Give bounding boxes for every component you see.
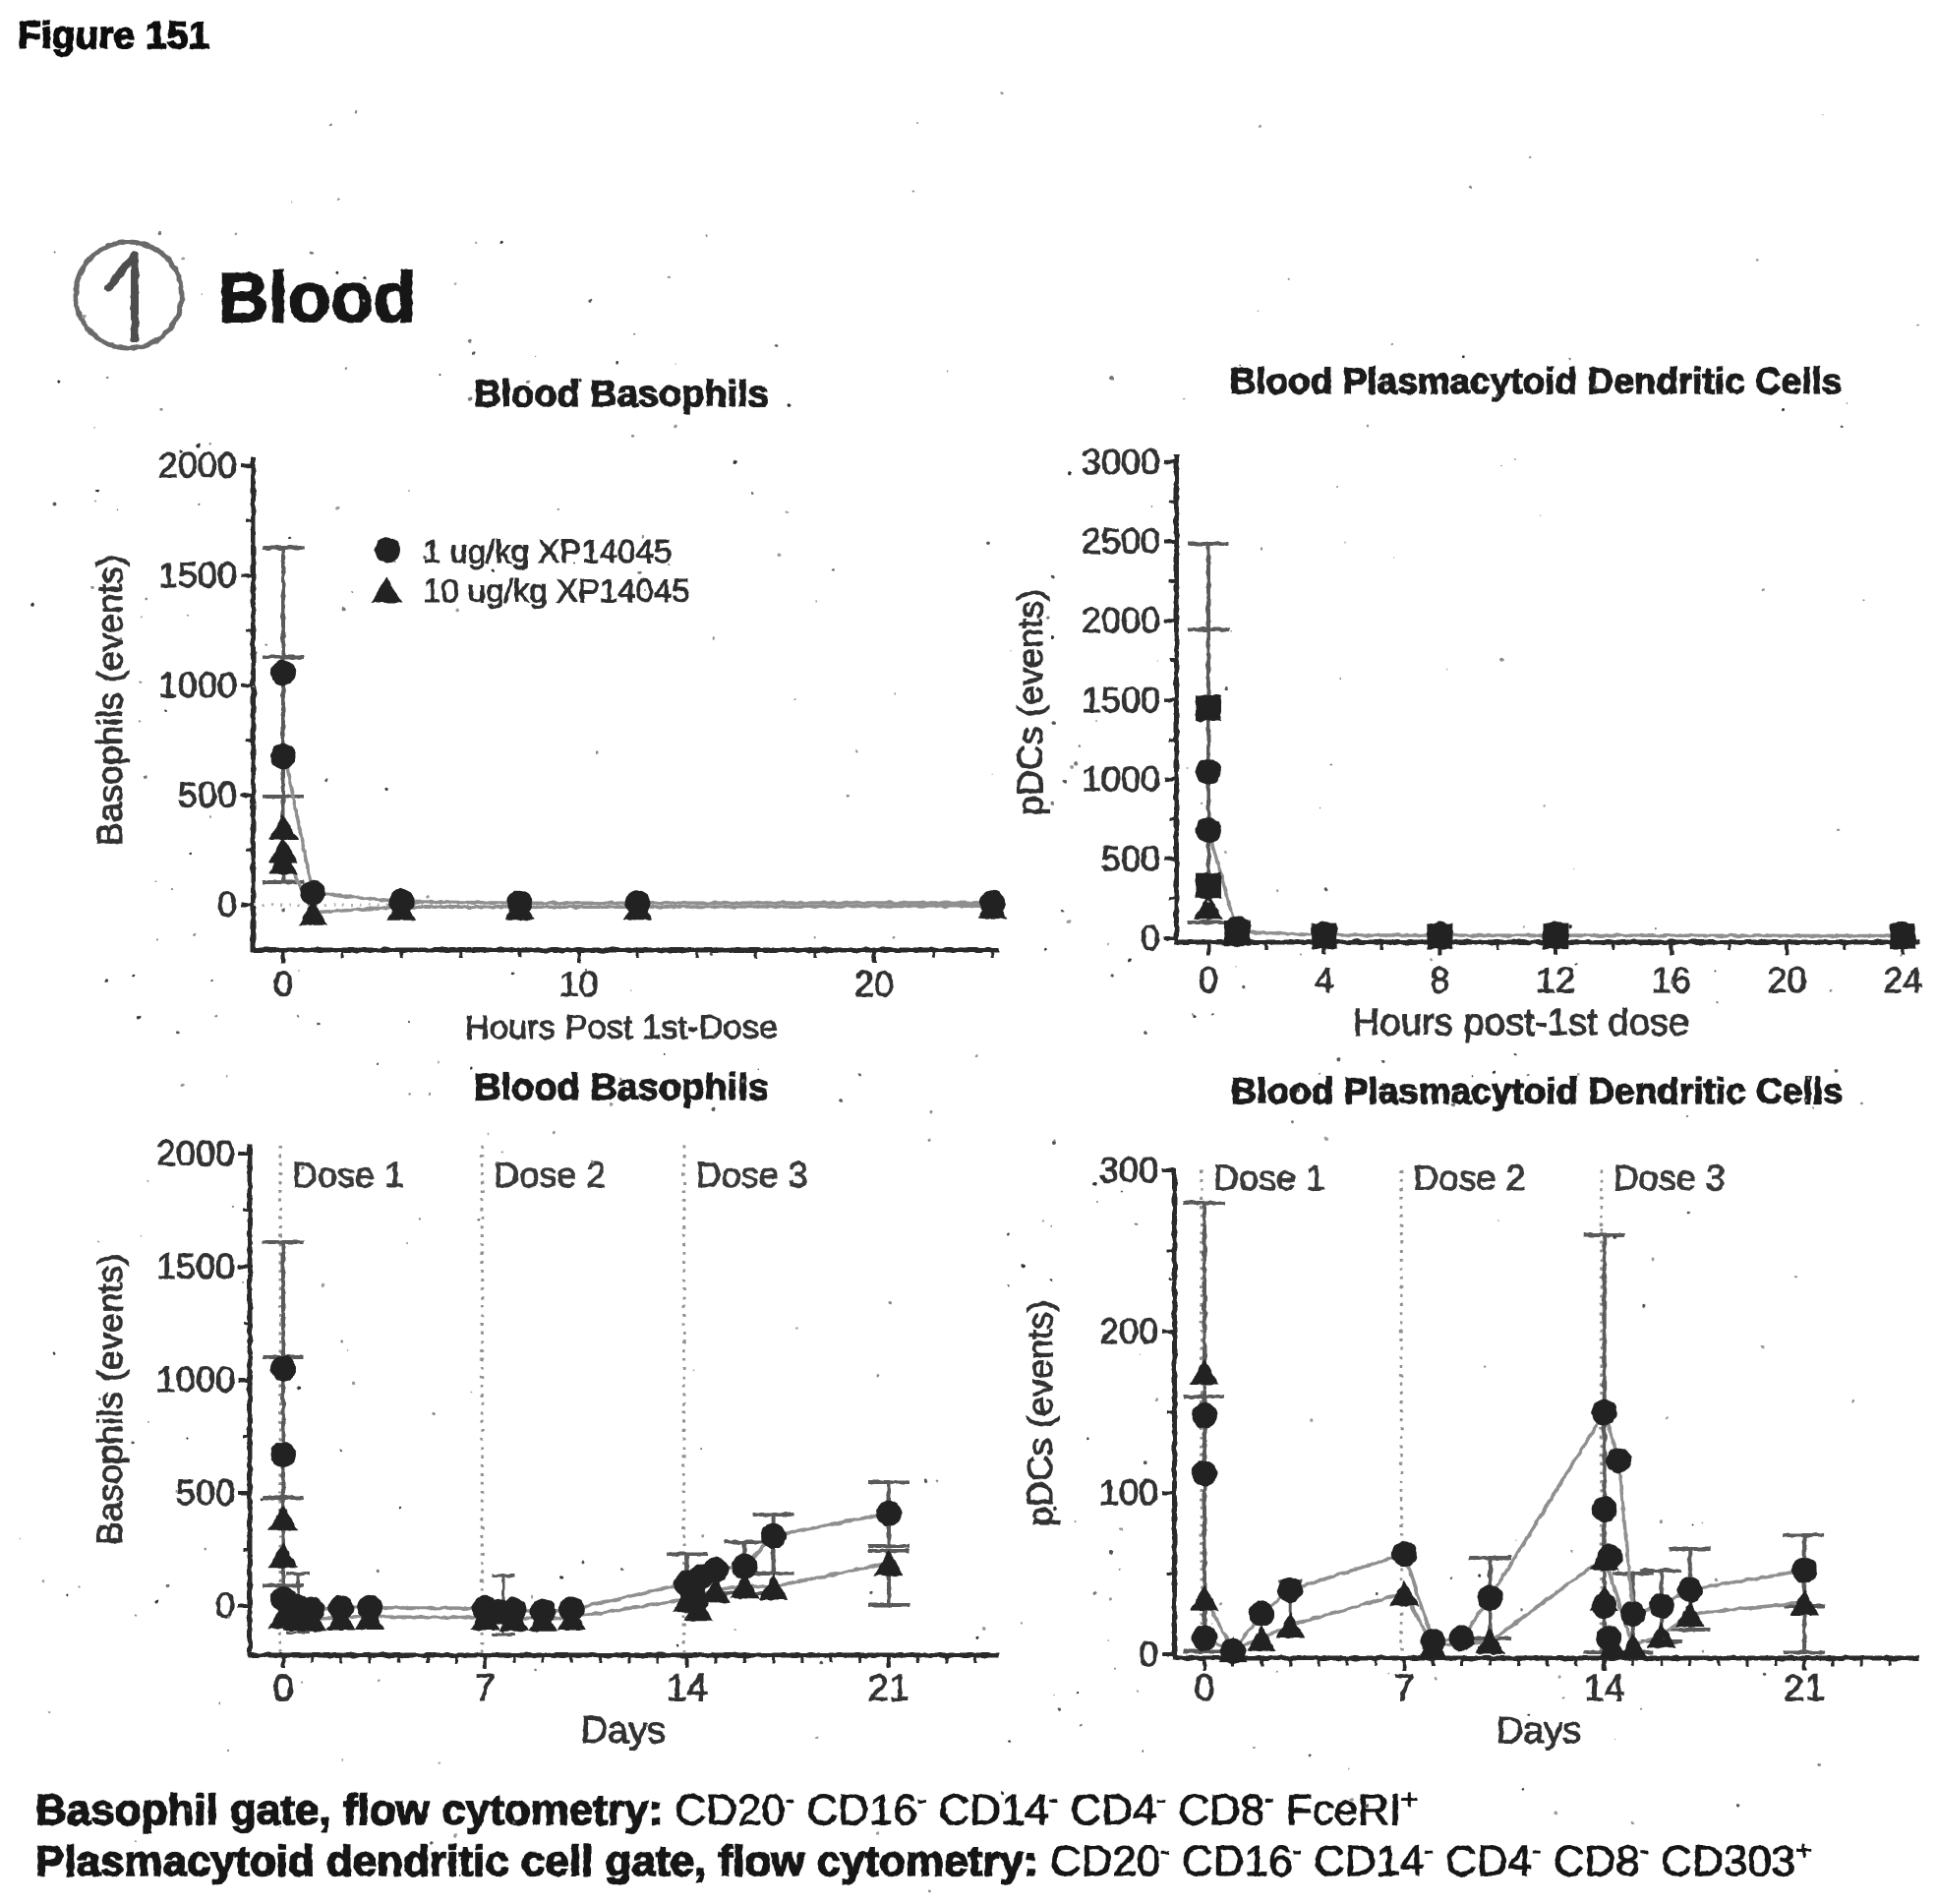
svg-text:1500: 1500	[1082, 680, 1160, 720]
svg-text:21: 21	[1784, 1668, 1825, 1709]
svg-text:1000: 1000	[156, 1359, 235, 1399]
svg-text:21: 21	[868, 1668, 909, 1709]
svg-text:200: 200	[1099, 1311, 1158, 1351]
svg-text:1000: 1000	[158, 665, 237, 705]
svg-text:12: 12	[1536, 960, 1575, 1000]
svg-text:14: 14	[1584, 1668, 1625, 1709]
svg-text:Dose 1: Dose 1	[1213, 1158, 1325, 1198]
svg-text:0: 0	[273, 964, 293, 1004]
svg-text:0: 0	[272, 1668, 293, 1709]
svg-text:4: 4	[1315, 960, 1334, 1000]
svg-text:Hours Post 1st-Dose: Hours Post 1st-Dose	[465, 1009, 778, 1046]
svg-text:0: 0	[217, 884, 237, 924]
svg-text:Dose 2: Dose 2	[1413, 1158, 1525, 1198]
svg-text:24: 24	[1883, 960, 1922, 1000]
svg-text:500: 500	[1101, 838, 1160, 878]
svg-text:2500: 2500	[1082, 521, 1160, 562]
svg-text:8: 8	[1430, 960, 1449, 1000]
svg-text:20: 20	[1767, 960, 1806, 1000]
svg-text:1000: 1000	[1082, 759, 1160, 800]
svg-text:100: 100	[1099, 1472, 1158, 1513]
svg-text:Blood: Blood	[218, 260, 416, 337]
svg-text:Hours post-1st dose: Hours post-1st dose	[1353, 1001, 1690, 1043]
svg-text:1500: 1500	[158, 555, 237, 595]
svg-text:Dose 2: Dose 2	[494, 1155, 606, 1195]
svg-text:Blood Basophils: Blood Basophils	[474, 374, 769, 415]
svg-text:10: 10	[558, 964, 598, 1004]
svg-text:Blood Basophils: Blood Basophils	[474, 1067, 769, 1108]
svg-text:7: 7	[1394, 1668, 1415, 1709]
svg-text:Days: Days	[581, 1710, 667, 1752]
svg-text:300: 300	[1099, 1150, 1158, 1190]
svg-text:500: 500	[176, 1472, 235, 1513]
svg-text:Basophils (events): Basophils (events)	[89, 555, 130, 846]
svg-text:1500: 1500	[156, 1246, 235, 1286]
svg-text:Dose 1: Dose 1	[292, 1155, 404, 1195]
svg-text:pDCs (events): pDCs (events)	[1010, 589, 1050, 815]
svg-text:Plasmacytoid dendritic cell ga: Plasmacytoid dendritic cell gate, flow c…	[35, 1835, 1812, 1885]
svg-text:3000: 3000	[1082, 442, 1160, 482]
svg-text:Basophil gate, flow cytometry:: Basophil gate, flow cytometry: CD20- CD1…	[35, 1784, 1417, 1834]
svg-text:14: 14	[666, 1668, 707, 1709]
svg-text:Dose 3: Dose 3	[1613, 1158, 1726, 1198]
svg-text:0: 0	[1139, 1634, 1158, 1674]
svg-text:0: 0	[1194, 1668, 1214, 1709]
svg-text:Basophils (events): Basophils (events)	[89, 1254, 130, 1545]
svg-text:pDCs (events): pDCs (events)	[1020, 1300, 1060, 1526]
svg-text:Blood Plasmacytoid Dendritic C: Blood Plasmacytoid Dendritic Cells	[1230, 361, 1843, 401]
svg-text:Blood Plasmacytoid Dendritic C: Blood Plasmacytoid Dendritic Cells	[1231, 1071, 1844, 1111]
svg-text:2000: 2000	[158, 446, 237, 486]
svg-text:Dose 3: Dose 3	[696, 1155, 808, 1195]
svg-text:0: 0	[215, 1585, 235, 1626]
svg-text:2000: 2000	[156, 1133, 235, 1173]
svg-text:0: 0	[1199, 960, 1218, 1000]
svg-text:Days: Days	[1496, 1710, 1582, 1752]
svg-text:16: 16	[1652, 960, 1691, 1000]
svg-text:500: 500	[178, 774, 237, 814]
svg-text:0: 0	[1141, 918, 1160, 958]
svg-text:2000: 2000	[1082, 600, 1160, 640]
svg-text:7: 7	[475, 1668, 496, 1709]
svg-text:20: 20	[854, 964, 894, 1004]
svg-text:1 ug/kg XP14045: 1 ug/kg XP14045	[423, 533, 672, 569]
svg-text:10 ug/kg XP14045: 10 ug/kg XP14045	[423, 572, 690, 609]
svg-text:Figure 151: Figure 151	[18, 15, 209, 57]
